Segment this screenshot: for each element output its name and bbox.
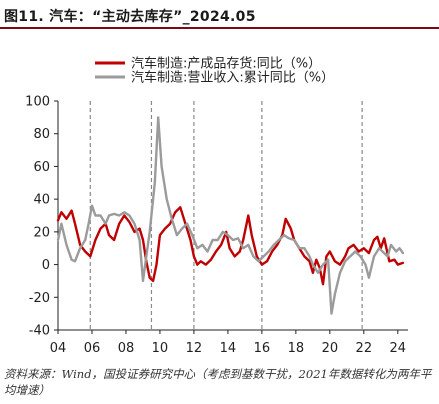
- y-tick-label: 40: [33, 193, 50, 208]
- title-rule: [0, 27, 439, 29]
- x-tick-label: 04: [50, 341, 67, 356]
- y-tick-label: -20: [29, 291, 50, 306]
- y-tick-label: 60: [33, 160, 50, 175]
- legend-label: 汽车制造:营业收入:累计同比（%）: [131, 70, 334, 86]
- x-tick-label: 16: [254, 341, 271, 356]
- x-tick-label: 18: [288, 341, 305, 356]
- x-tick-label: 06: [84, 341, 101, 356]
- x-tick-label: 10: [152, 341, 169, 356]
- y-tick-label: -40: [29, 324, 50, 339]
- x-tick-label: 24: [390, 341, 407, 356]
- y-tick-label: 80: [33, 127, 50, 142]
- y-tick-label: 0: [42, 258, 50, 273]
- x-tick-label: 14: [220, 341, 237, 356]
- y-tick-label: 20: [33, 225, 50, 240]
- series-revenue-line: [56, 116, 405, 315]
- x-tick-label: 12: [186, 341, 203, 356]
- x-tick-label: 22: [356, 341, 373, 356]
- y-tick-label: 100: [25, 95, 50, 110]
- line-chart: -40 -20 0 20 40 60 80 100 04 06 08 10 12 14 16 18 20 22 24…: [25, 56, 408, 356]
- chart-title: 图11. 汽车：“主动去库存”_2024.05: [4, 9, 256, 25]
- source-note: 资料来源：Wind，国投证券研究中心（考虑到基数干扰，2021年数据转化为两年平…: [4, 367, 432, 397]
- x-tick-label: 20: [322, 341, 339, 356]
- x-tick-label: 08: [118, 341, 135, 356]
- series-inventory-line: [56, 206, 405, 286]
- legend-label: 汽车制造:产成品存货:同比（%）: [131, 56, 321, 72]
